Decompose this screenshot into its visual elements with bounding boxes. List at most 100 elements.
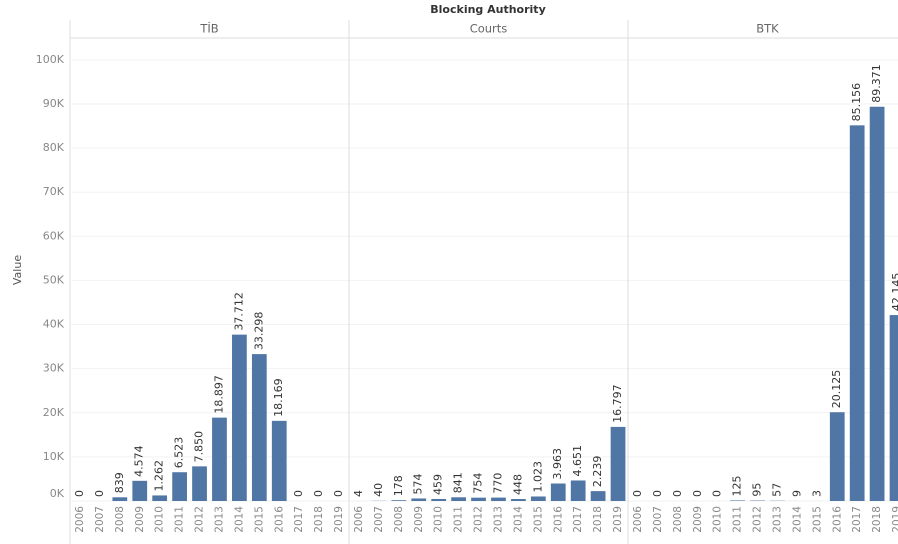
x-tick-label: 2016 <box>831 506 843 533</box>
x-tick-label: 2017 <box>572 506 584 533</box>
bar <box>391 500 407 501</box>
x-tick-label: 2014 <box>512 506 524 533</box>
value-label: 89.371 <box>870 64 883 103</box>
value-label: 459 <box>432 474 445 495</box>
x-tick-label: 2010 <box>712 506 724 533</box>
x-tick-label: 2015 <box>811 506 823 533</box>
x-tick-label: 2018 <box>313 506 325 533</box>
value-label: 4.651 <box>571 445 584 477</box>
value-label: 18.169 <box>272 378 285 417</box>
bar <box>451 497 466 501</box>
value-label: 7.850 <box>193 431 206 463</box>
value-label: 4 <box>352 490 365 497</box>
bar <box>590 491 606 501</box>
bar <box>849 125 865 502</box>
bar <box>530 496 546 501</box>
value-label: 37.712 <box>232 292 245 331</box>
x-tick-label: 2014 <box>233 506 245 533</box>
x-tick-label: 2011 <box>174 506 186 533</box>
x-tick-label: 2009 <box>413 506 425 533</box>
y-tick-label: 60K <box>43 229 65 242</box>
y-tick-label: 70K <box>43 185 65 198</box>
x-tick-label: 2013 <box>213 506 225 533</box>
value-label: 0 <box>671 490 684 497</box>
value-label: 448 <box>511 474 524 495</box>
y-tick-label: 100K <box>36 53 65 66</box>
value-label: 9 <box>790 490 803 497</box>
y-tick-label: 10K <box>43 450 65 463</box>
value-label: 16.797 <box>611 384 624 423</box>
bar <box>192 466 207 501</box>
x-tick-label: 2015 <box>253 506 265 533</box>
value-label: 841 <box>452 472 465 493</box>
bar <box>829 412 845 501</box>
value-label: 125 <box>731 475 744 496</box>
x-tick-label: 2012 <box>194 506 206 533</box>
bar <box>232 334 247 501</box>
y-tick-label: 20K <box>43 406 65 419</box>
bar <box>431 498 447 501</box>
value-label: 0 <box>691 490 704 497</box>
x-tick-label: 2006 <box>74 506 86 533</box>
x-tick-label: 2006 <box>632 506 644 533</box>
chart-title: Blocking Authority <box>430 3 545 16</box>
x-tick-label: 2007 <box>94 506 106 533</box>
x-tick-label: 2007 <box>652 506 664 533</box>
x-tick-label: 2006 <box>353 506 365 533</box>
value-label: 3.963 <box>551 448 564 480</box>
x-tick-label: 2013 <box>492 506 504 533</box>
value-label: 20.125 <box>830 370 843 409</box>
value-label: 6.523 <box>173 437 186 469</box>
y-tick-label: 40K <box>43 318 65 331</box>
value-label: 1.023 <box>531 461 544 493</box>
bar <box>212 417 227 501</box>
x-tick-label: 2016 <box>552 506 564 533</box>
x-tick-label: 2011 <box>453 506 465 533</box>
bar <box>471 497 486 501</box>
x-tick-label: 2017 <box>293 506 305 533</box>
x-tick-label: 2013 <box>771 506 783 533</box>
panel-label: Courts <box>470 22 508 36</box>
x-tick-label: 2011 <box>732 506 744 533</box>
x-tick-label: 2015 <box>532 506 544 533</box>
value-label: 770 <box>491 473 504 494</box>
value-label: 0 <box>651 490 664 497</box>
bar <box>251 354 267 501</box>
value-label: 0 <box>73 490 86 497</box>
value-label: 839 <box>113 472 126 493</box>
x-tick-label: 2019 <box>333 506 345 533</box>
value-label: 178 <box>392 475 405 496</box>
value-label: 3 <box>810 490 823 497</box>
value-label: 0 <box>332 490 345 497</box>
y-tick-label: 50K <box>43 273 65 286</box>
value-label: 40 <box>372 483 385 497</box>
y-axis-title: Value <box>11 255 24 285</box>
bar <box>610 426 626 501</box>
bar <box>152 495 168 501</box>
value-label: 42.145 <box>890 273 898 312</box>
bar <box>730 500 745 501</box>
bar <box>511 499 526 501</box>
y-tick-label: 80K <box>43 141 65 154</box>
value-label: 2.239 <box>591 456 604 488</box>
panel-label: BTK <box>756 22 779 36</box>
value-label: 0 <box>631 490 644 497</box>
x-tick-label: 2007 <box>373 506 385 533</box>
value-label: 0 <box>292 490 305 497</box>
y-tick-label: 0K <box>50 487 65 500</box>
x-tick-label: 2008 <box>672 506 684 533</box>
value-label: 754 <box>472 473 485 494</box>
x-tick-label: 2016 <box>273 506 285 533</box>
bar <box>550 483 566 501</box>
x-tick-label: 2009 <box>134 506 146 533</box>
y-tick-label: 30K <box>43 362 65 375</box>
value-label: 33.298 <box>252 312 265 351</box>
y-tick-label: 90K <box>43 97 65 110</box>
x-tick-label: 2014 <box>791 506 803 533</box>
value-label: 85.156 <box>850 83 863 122</box>
x-tick-label: 2018 <box>871 506 883 533</box>
x-tick-label: 2008 <box>393 506 405 533</box>
x-tick-label: 2009 <box>692 506 704 533</box>
